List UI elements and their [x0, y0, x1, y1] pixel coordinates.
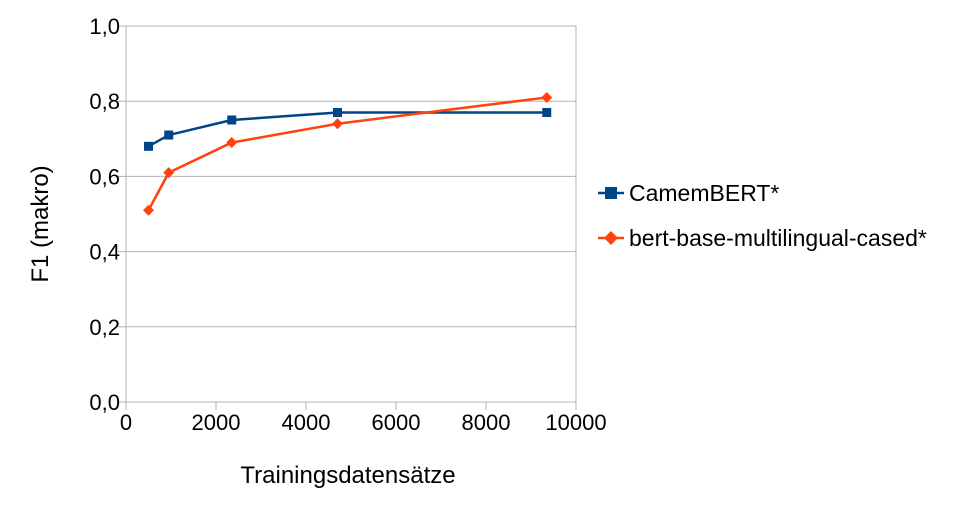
legend: CamemBERT* bert-base-multilingual-cased* — [598, 180, 927, 251]
series-layer — [143, 91, 553, 216]
y-tick-label: 1,0 — [89, 14, 120, 39]
x-tick-label: 0 — [120, 410, 132, 435]
legend-label: CamemBERT* — [629, 180, 779, 206]
data-point — [542, 107, 552, 117]
plot-frame — [125, 25, 577, 403]
y-tick-label: 0,4 — [89, 240, 120, 265]
x-tick-label: 2000 — [192, 410, 241, 435]
legend-marker — [605, 187, 617, 199]
legend-label: bert-base-multilingual-cased* — [629, 225, 927, 251]
data-point — [333, 107, 342, 117]
data-point — [164, 130, 174, 140]
legend-item: bert-base-multilingual-cased* — [598, 225, 927, 251]
data-point — [144, 141, 153, 151]
y-axis-label: F1 (makro) — [27, 165, 54, 282]
legend-marker — [604, 231, 618, 245]
y-tick-label: 0,2 — [89, 315, 120, 340]
x-axis-ticks: 0 2000 4000 6000 8000 10000 — [120, 402, 607, 435]
legend-item: CamemBERT* — [598, 180, 779, 206]
data-point — [163, 167, 175, 179]
data-point — [541, 91, 553, 103]
x-tick-label: 10000 — [545, 410, 606, 435]
data-point — [332, 118, 343, 130]
x-tick-label: 4000 — [282, 410, 331, 435]
y-tick-label: 0,6 — [89, 164, 120, 189]
data-point — [226, 137, 238, 149]
data-point — [227, 115, 237, 125]
series-1 — [144, 107, 552, 151]
y-axis-ticks: 0,0 0,2 0,4 0,6 0,8 1,0 — [89, 14, 126, 415]
series-2 — [143, 91, 553, 216]
y-tick-label: 0,0 — [89, 390, 120, 415]
x-tick-label: 6000 — [372, 410, 421, 435]
data-point — [143, 204, 154, 216]
plot-background — [126, 26, 576, 402]
plot-area — [125, 25, 577, 403]
y-tick-label: 0,8 — [89, 89, 120, 114]
x-axis-label: Trainingsdatensätze — [240, 462, 455, 489]
x-tick-label: 8000 — [462, 410, 511, 435]
